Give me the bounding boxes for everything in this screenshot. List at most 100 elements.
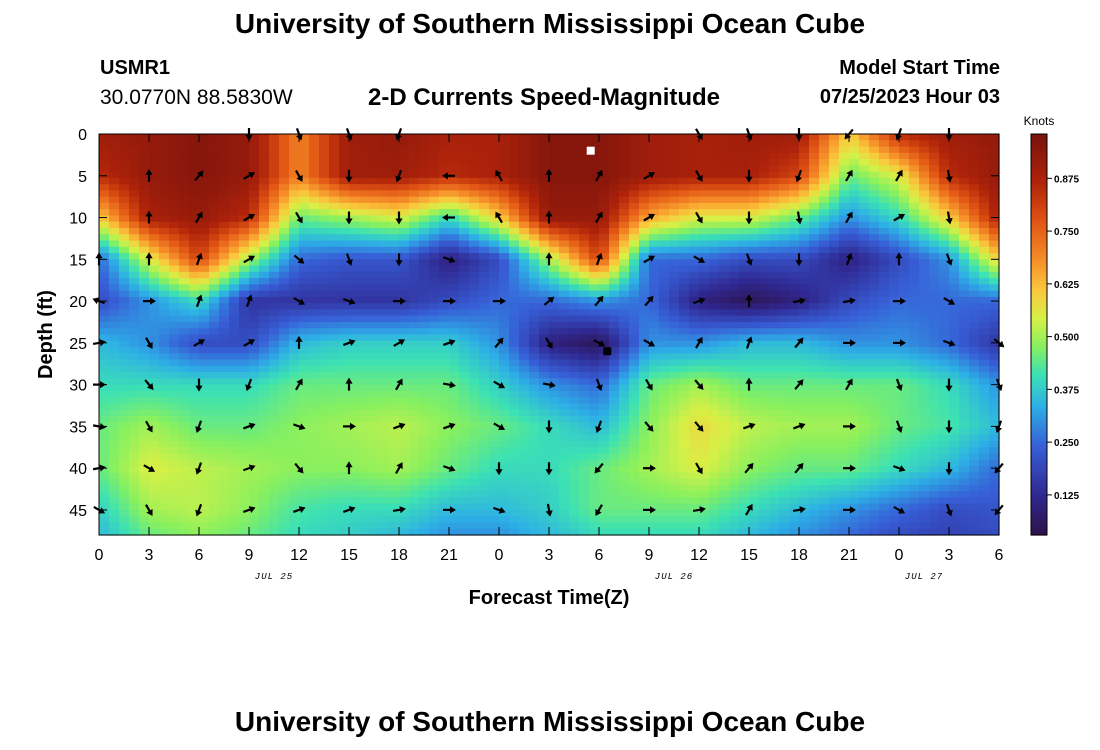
heatmap-cell [489,196,500,204]
heatmap-cell [259,340,270,348]
heatmap-cell [849,202,860,210]
heatmap-cell [439,315,450,323]
heatmap-cell [879,321,890,329]
heatmap-cell [939,259,950,267]
heatmap-cell [139,447,150,455]
heatmap-cell [279,184,290,191]
heatmap-cell [229,453,240,461]
heatmap-cell [779,359,790,367]
heatmap-cell [739,347,750,354]
heatmap-cell [129,271,140,279]
heatmap-cell [389,190,400,198]
heatmap-cell [959,415,970,423]
heatmap-cell [369,315,380,323]
heatmap-cell [519,134,530,141]
heatmap-cell [679,209,690,217]
heatmap-cell [899,284,910,292]
heatmap-cell [479,365,490,373]
heatmap-cell [649,209,660,217]
heatmap-cell [339,372,350,379]
heatmap-cell [969,271,980,279]
heatmap-cell [159,422,170,430]
heatmap-cell [789,290,800,298]
heatmap-cell [689,278,700,285]
heatmap-cell [109,347,120,354]
heatmap-cell [489,202,500,210]
heatmap-cell [189,340,200,348]
heatmap-cell [429,334,440,342]
heatmap-cell [229,422,240,430]
heatmap-cell [629,390,640,398]
heatmap-cell [269,415,280,423]
heatmap-cell [559,328,570,336]
heatmap-cell [719,447,730,455]
heatmap-cell [119,403,130,411]
heatmap-cell [669,397,680,405]
heatmap-cell [739,309,750,317]
heatmap-cell [179,328,190,336]
heatmap-cell [549,227,560,235]
heatmap-cell [789,140,800,148]
heatmap-cell [469,278,480,285]
heatmap-cell [739,152,750,160]
heatmap-cell [169,140,180,148]
heatmap-cell [569,441,580,448]
heatmap-cell [589,353,600,361]
heatmap-cell [259,221,270,229]
heatmap-cell [109,278,120,285]
heatmap-cell [619,196,630,204]
heatmap-cell [439,353,450,361]
heatmap-cell [759,466,770,473]
heatmap-cell [739,265,750,273]
heatmap-cell [379,372,390,379]
heatmap-cell [259,303,270,311]
heatmap-cell [919,265,930,273]
heatmap-cell [369,184,380,191]
heatmap-cell [699,415,710,423]
heatmap-cell [259,146,270,154]
heatmap-cell [729,265,740,273]
heatmap-cell [509,259,520,267]
heatmap-cell [759,303,770,311]
heatmap-cell [369,152,380,160]
heatmap-cell [199,403,210,411]
heatmap-cell [679,403,690,411]
heatmap-cell [949,397,960,405]
heatmap-cell [549,422,560,430]
heatmap-cell [339,202,350,210]
heatmap-cell [339,365,350,373]
heatmap-cell [529,353,540,361]
heatmap-cell [799,190,810,198]
heatmap-cell [219,271,230,279]
heatmap-cell [229,165,240,173]
heatmap-cell [649,171,660,179]
heatmap-cell [139,140,150,148]
heatmap-cell [109,340,120,348]
heatmap-cell [479,390,490,398]
heatmap-cell [379,384,390,392]
heatmap-cell [309,246,320,254]
heatmap-cell [509,453,520,461]
heatmap-cell [309,447,320,455]
heatmap-cell [859,415,870,423]
heatmap-cell [559,453,570,461]
heatmap-cell [489,328,500,336]
heatmap-cell [459,290,470,298]
heatmap-cell [539,196,550,204]
heatmap-cell [859,378,870,386]
heatmap-cell [849,359,860,367]
heatmap-cell [979,278,990,285]
heatmap-cell [969,397,980,405]
heatmap-cell [429,359,440,367]
heatmap-cell [969,177,980,185]
heatmap-cell [559,253,570,260]
heatmap-cell [379,347,390,354]
heatmap-cell [819,334,830,342]
heatmap-cell [379,184,390,191]
heatmap-cell [359,328,370,336]
heatmap-cell [969,253,980,260]
heatmap-cell [99,409,110,417]
heatmap-cell [99,152,110,160]
heatmap-cell [309,397,320,405]
heatmap-cell [469,259,480,267]
